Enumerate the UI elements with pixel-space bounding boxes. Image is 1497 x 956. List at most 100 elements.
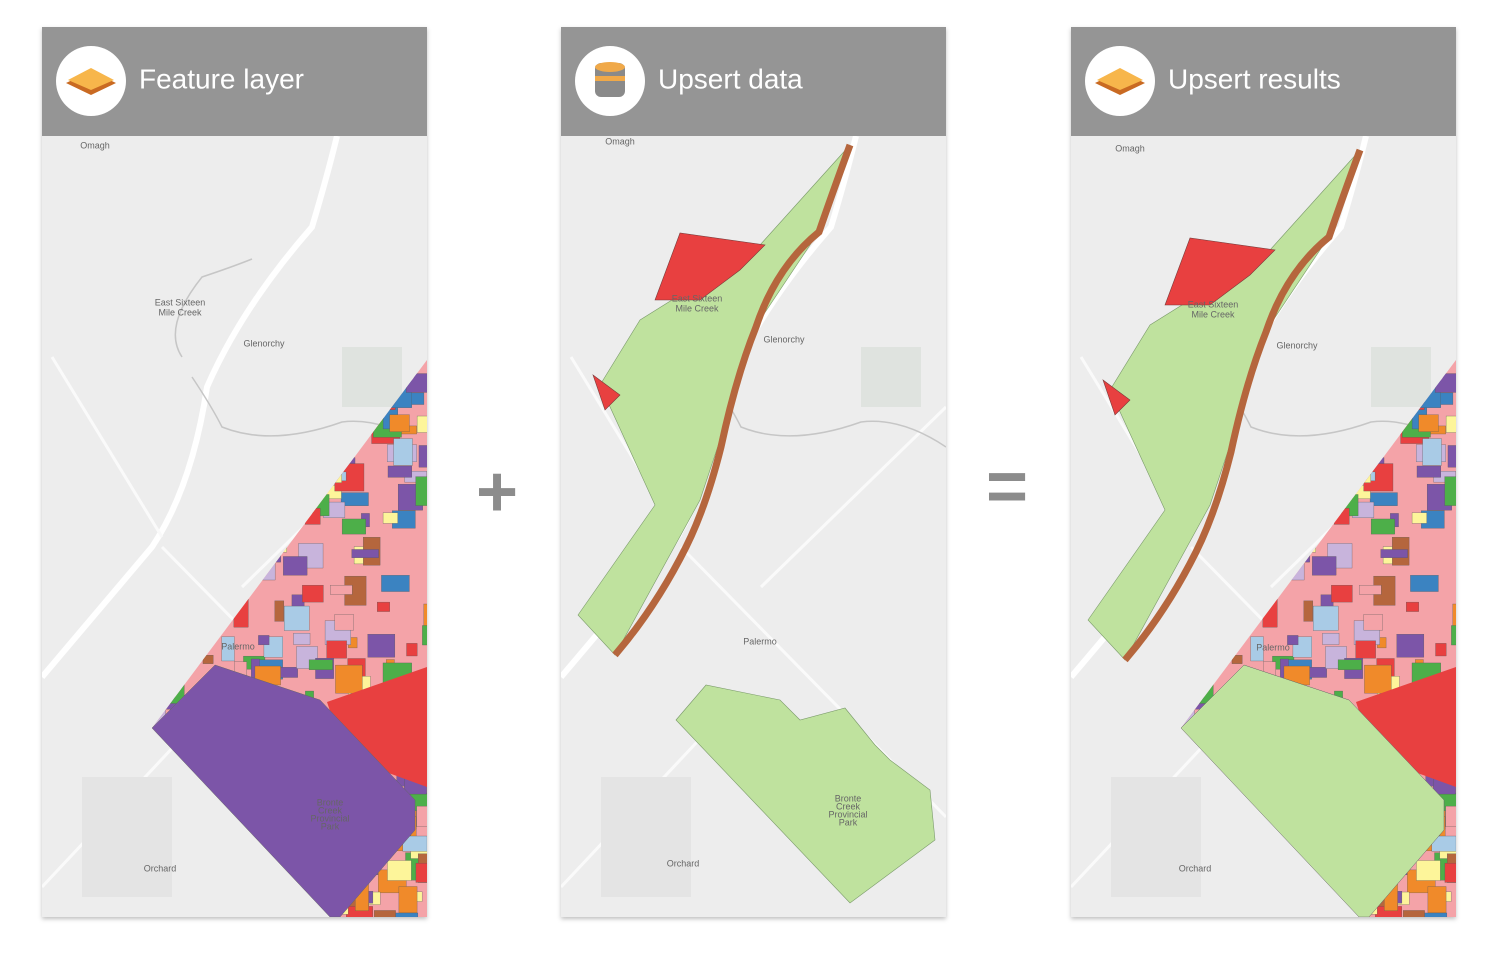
parcel <box>1451 625 1456 646</box>
parcel <box>1445 805 1456 827</box>
parcel <box>387 860 412 881</box>
parcel <box>341 518 366 535</box>
parcel <box>1416 860 1441 881</box>
database-icon-band <box>595 76 625 81</box>
parcel <box>1364 664 1392 694</box>
parcel <box>410 392 425 405</box>
urban-area <box>1371 347 1431 407</box>
parcel <box>284 605 310 631</box>
parcel <box>334 614 354 631</box>
place-label: Creek <box>318 805 343 815</box>
parcel <box>1439 392 1454 405</box>
parcel <box>1363 614 1383 631</box>
panel-title: Upsert results <box>1168 63 1341 94</box>
parcel <box>1287 635 1299 646</box>
parcel <box>1337 659 1362 670</box>
river-strip <box>1122 148 1364 663</box>
parcel <box>1331 584 1353 603</box>
parcel <box>1444 862 1456 883</box>
urban-area <box>601 777 691 897</box>
parcel <box>221 636 235 662</box>
place-label: Glenorchy <box>1276 340 1318 350</box>
parcel <box>1411 512 1427 524</box>
place-label: Park <box>321 821 340 831</box>
parcel <box>1396 634 1425 658</box>
place-label: Bronte <box>317 797 344 807</box>
parcel <box>406 643 418 657</box>
parcel <box>382 512 398 524</box>
parcel <box>1416 465 1441 478</box>
parcel <box>302 584 324 603</box>
upsert-area <box>1102 379 1131 416</box>
panel-title: Upsert data <box>658 63 803 94</box>
urban-area <box>1111 777 1201 897</box>
parcel <box>367 634 396 658</box>
layer-icon-top <box>1097 68 1143 90</box>
parcel <box>418 445 427 468</box>
parcel <box>1313 605 1339 631</box>
parcel <box>1422 438 1442 466</box>
parcel <box>293 633 311 645</box>
parcel <box>274 600 285 622</box>
parcel <box>1447 445 1456 468</box>
place-label: Creek <box>836 801 861 811</box>
place-label: Park <box>839 817 858 827</box>
place-label: Omagh <box>1115 143 1145 153</box>
parcel <box>393 438 413 466</box>
upsert-area <box>592 374 621 411</box>
road <box>42 135 340 679</box>
place-label: Orchard <box>667 858 700 868</box>
parcel <box>1359 585 1382 595</box>
parcel <box>340 492 369 506</box>
park <box>1180 664 1445 917</box>
place-label: Palermo <box>1256 642 1290 652</box>
upsert-area <box>675 684 936 904</box>
place-label: Glenorchy <box>243 338 285 348</box>
parcel <box>1445 415 1456 433</box>
parcel <box>283 556 308 576</box>
parcel <box>1250 636 1264 662</box>
place-label: Palermo <box>743 636 777 646</box>
place-label: Bronte <box>835 793 862 803</box>
parcel <box>1355 640 1376 659</box>
panel-title: Feature layer <box>139 63 304 94</box>
parcel <box>389 414 410 432</box>
parcel <box>1303 600 1314 622</box>
river-strip <box>612 143 854 658</box>
parcel <box>1312 556 1337 576</box>
parcel <box>415 476 427 506</box>
parcel <box>1444 476 1456 506</box>
equals-operator: = <box>986 447 1028 527</box>
parcel <box>258 635 270 646</box>
place-label: East Sixteen <box>1188 299 1239 309</box>
parcel <box>1369 492 1398 506</box>
parcel <box>416 805 427 827</box>
place-label: East Sixteen <box>155 297 206 307</box>
parcel <box>387 465 412 478</box>
plus-operator: + <box>476 452 518 532</box>
place-label: Omagh <box>605 136 635 146</box>
database-icon-top <box>595 62 625 72</box>
park <box>151 664 416 917</box>
parcel <box>381 575 410 592</box>
parcel <box>1380 549 1408 558</box>
parcel <box>1322 633 1340 645</box>
parcel <box>374 910 396 917</box>
parcel <box>1403 910 1425 917</box>
place-label: Provincial <box>310 813 349 823</box>
parcel <box>398 886 418 913</box>
parcel <box>1435 643 1447 657</box>
upsert-area <box>654 232 766 301</box>
parcel <box>423 603 427 634</box>
place-label: Orchard <box>1179 863 1212 873</box>
parcel <box>335 664 363 694</box>
parcel <box>1410 575 1439 592</box>
place-label: Orchard <box>144 863 177 873</box>
parcel <box>377 601 390 612</box>
